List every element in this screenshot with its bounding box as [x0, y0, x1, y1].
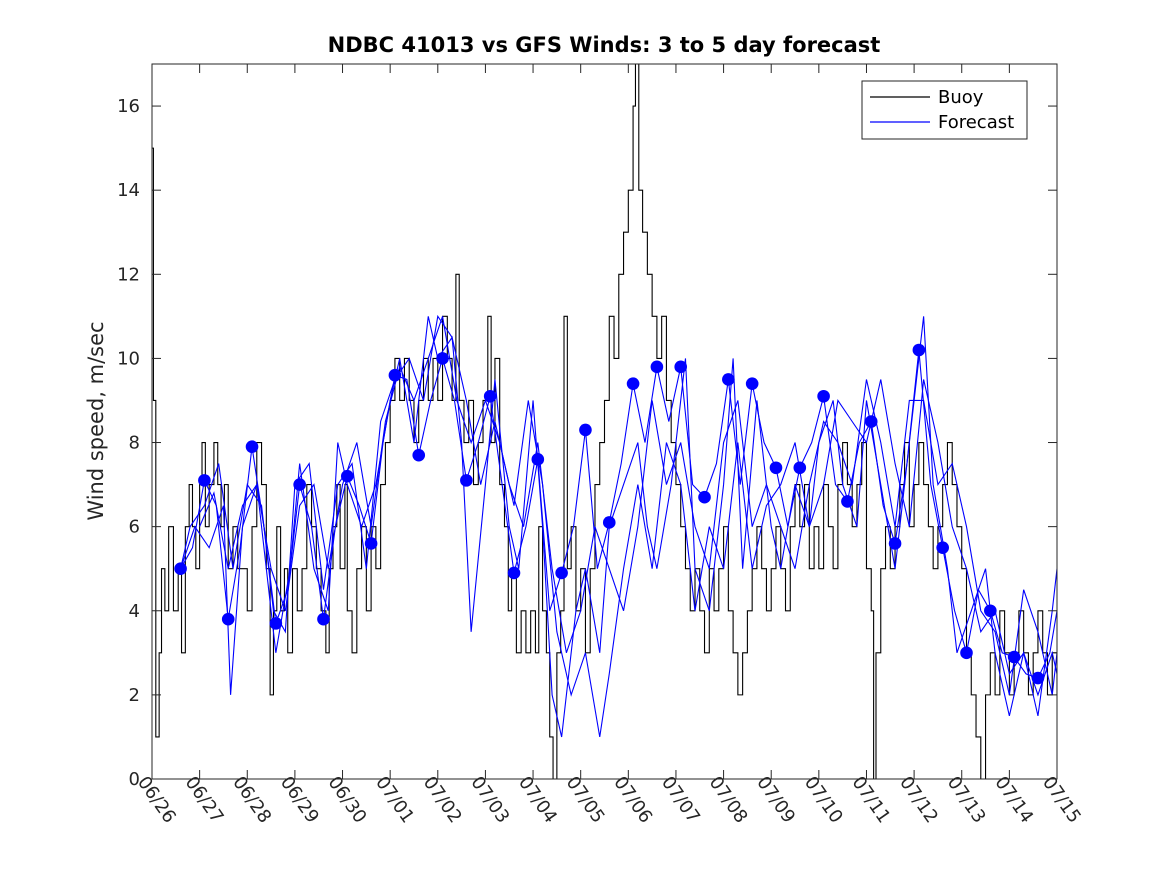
x-tick-label-10: 07/06	[609, 773, 656, 828]
axes-box	[151, 63, 1058, 780]
x-tick-label-11: 07/07	[657, 773, 704, 828]
forecast-marker-25	[745, 377, 759, 390]
forecast-marker-10	[388, 368, 402, 382]
forecast-series-line-1	[180, 349, 1057, 679]
x-tick-label-15: 07/11	[848, 773, 895, 828]
y-tick-label-16: 16	[117, 96, 140, 117]
forecast-marker-5	[269, 617, 283, 630]
x-tick-label-5: 07/01	[371, 773, 418, 828]
forecast-marker-18	[579, 423, 592, 437]
forecast-marker-2	[198, 474, 211, 487]
forecast-marker-8	[340, 469, 354, 483]
x-tick-label-1: 06/27	[181, 773, 228, 828]
forecast-marker-17	[555, 566, 568, 580]
x-tick-label-14: 07/10	[800, 773, 847, 828]
x-tick-label-16: 07/12	[895, 773, 942, 828]
x-tick-label-2: 06/28	[228, 773, 275, 828]
forecast-marker-31	[888, 537, 902, 550]
legend: Buoy Forecast	[861, 80, 1028, 140]
plot-area	[151, 63, 1058, 780]
forecast-marker-20	[626, 377, 640, 390]
y-tick-label-14: 14	[117, 180, 140, 201]
forecast-marker-13	[460, 474, 473, 487]
x-tick-label-12: 07/08	[705, 773, 752, 828]
forecast-marker-6	[293, 478, 306, 491]
forecast-marker-29	[841, 495, 854, 508]
forecast-marker-24	[722, 373, 735, 386]
forecast-marker-36	[1007, 650, 1021, 664]
x-tick-label-8: 07/04	[514, 773, 561, 828]
forecast-marker-30	[864, 415, 878, 428]
forecast-marker-26	[769, 461, 783, 475]
x-tick-label-18: 07/14	[990, 773, 1037, 828]
forecast-marker-15	[507, 566, 521, 580]
x-tick-label-3: 06/29	[276, 773, 323, 828]
y-tick-label-12: 12	[117, 264, 140, 285]
x-tick-label-13: 07/09	[752, 773, 799, 828]
x-tick-label-19: 07/15	[1038, 773, 1085, 828]
legend-buoy-label: Buoy	[938, 87, 984, 108]
data-layer	[152, 64, 1057, 779]
forecast-marker-1	[174, 562, 187, 576]
forecast-marker-32	[912, 343, 926, 357]
forecast-marker-34	[960, 646, 973, 660]
y-tick-label-4: 4	[129, 601, 140, 622]
forecast-marker-23	[698, 490, 711, 504]
forecast-marker-16	[531, 453, 545, 466]
y-tick-label-10: 10	[117, 348, 140, 369]
forecast-series-line-3	[180, 314, 1057, 696]
forecast-marker-37	[1031, 671, 1045, 685]
forecast-marker-14	[483, 389, 497, 403]
x-tick-label-7: 07/03	[466, 773, 513, 828]
x-tick-label-4: 06/30	[324, 773, 371, 828]
forecast-marker-12	[436, 352, 449, 365]
forecast-marker-3	[221, 612, 235, 626]
y-tick-label-0: 0	[129, 769, 140, 790]
y-tick-label-6: 6	[129, 517, 140, 538]
forecast-marker-21	[650, 360, 664, 374]
forecast-marker-11	[412, 448, 426, 462]
forecast-marker-27	[793, 461, 807, 475]
y-tick-label-2: 2	[129, 685, 140, 706]
x-tick-label-9: 07/05	[562, 773, 609, 828]
x-tick-label-17: 07/13	[943, 773, 990, 828]
legend-forecast-label: Forecast	[938, 112, 1014, 133]
forecast-marker-28	[817, 389, 830, 403]
legend-box	[861, 80, 1028, 140]
chart-title: NDBC 41013 vs GFS Winds: 3 to 5 day fore…	[328, 33, 881, 57]
forecast-marker-22	[674, 360, 688, 374]
y-axis-label: Wind speed, m/sec	[84, 321, 108, 520]
forecast-marker-9	[364, 537, 378, 550]
forecast-marker-19	[602, 516, 616, 529]
forecast-marker-7	[317, 612, 330, 626]
x-tick-label-6: 07/02	[419, 773, 466, 828]
forecast-marker-33	[936, 541, 949, 554]
forecast-marker-35	[984, 604, 997, 618]
forecast-marker-4	[245, 440, 259, 454]
x-tick-label-0: 06/26	[133, 773, 180, 828]
y-tick-label-8: 8	[129, 433, 140, 454]
buoy-series-line	[152, 64, 1057, 779]
